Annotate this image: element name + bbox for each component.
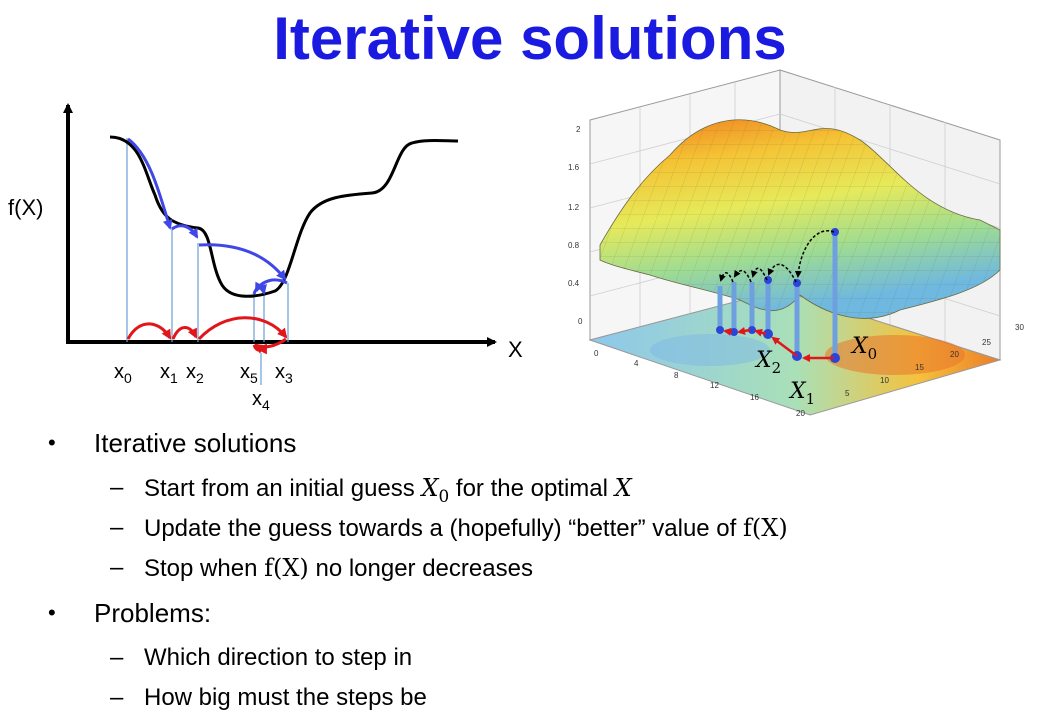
svg-text:2: 2	[576, 125, 581, 134]
curve-diagram: f(X) X x0 x1 x2 x5 x3 x4	[8, 103, 523, 413]
bullet-text: Iterative solutions	[94, 428, 297, 458]
x-point-labels: x0 x1 x2 x5 x3 x4	[114, 361, 293, 413]
sub-bullet-item: – Stop when f(X) no longer decreases	[48, 551, 1048, 591]
sub-bullet-item: – Which direction to step in	[48, 641, 1048, 681]
svg-text:0.8: 0.8	[568, 241, 580, 250]
label-x0: x0	[114, 361, 132, 386]
bullet-item: • Problems:	[48, 595, 1048, 641]
bullet-item: • Iterative solutions	[48, 425, 1048, 471]
sub-bullet-text: Start from an initial guess X0 for the o…	[144, 474, 632, 506]
svg-text:15: 15	[915, 363, 924, 372]
svg-text:12: 12	[710, 381, 719, 390]
slide-title: Iterative solutions	[273, 5, 787, 72]
x-tick-labels: 0 4 8 12 16 20	[594, 349, 805, 418]
label-x4: x4	[252, 388, 270, 413]
label-x2: x2	[186, 361, 204, 386]
svg-text:0: 0	[578, 317, 583, 326]
z-tick-labels: 2 1.6 1.2 0.8 0.4 0	[568, 125, 583, 326]
svg-text:1.6: 1.6	[568, 163, 580, 172]
bullet-text: Problems:	[94, 598, 212, 628]
descent-arrows	[127, 137, 288, 295]
surface-arcs	[719, 230, 835, 283]
surface-plot: 2 1.6 1.2 0.8 0.4 0 30 25 20 15 10 5 0 4…	[568, 69, 1024, 418]
svg-text:0.4: 0.4	[568, 279, 580, 288]
function-curve	[109, 135, 459, 298]
iteration-stems	[717, 232, 838, 358]
y-tick-labels: 30 25 20 15 10 5	[845, 323, 1024, 398]
label-x3: x3	[275, 361, 293, 386]
sub-bullet-item: – Start from an initial guess X0 for the…	[48, 471, 1048, 511]
label-x5: x5	[240, 361, 258, 386]
step-arrows	[126, 316, 288, 355]
svg-text:4: 4	[634, 359, 639, 368]
sub-bullet-text: Update the guess towards a (hopefully) “…	[144, 514, 788, 542]
bullet-dot: •	[48, 430, 56, 455]
sub-bullet-item: – How big must the steps be	[48, 681, 1048, 721]
sub-bullet-text: Which direction to step in	[144, 644, 413, 671]
bullet-list: • Iterative solutions – Start from an in…	[48, 425, 1048, 721]
sub-bullet-item: – Update the guess towards a (hopefully)…	[48, 511, 1048, 551]
svg-text:8: 8	[674, 371, 679, 380]
svg-text:16: 16	[750, 393, 759, 402]
svg-text:10: 10	[880, 376, 889, 385]
svg-text:20: 20	[950, 350, 959, 359]
bullet-dot: •	[48, 600, 56, 625]
svg-text:5: 5	[845, 389, 850, 398]
x-axis-label: X	[508, 337, 523, 362]
svg-text:30: 30	[1015, 323, 1024, 332]
svg-text:1.2: 1.2	[568, 203, 580, 212]
floor-step-arrows	[723, 326, 834, 362]
svg-text:0: 0	[594, 349, 599, 358]
svg-text:20: 20	[796, 409, 805, 418]
y-axis-label: f(X)	[8, 195, 43, 220]
label-x1: x1	[160, 361, 178, 386]
svg-text:25: 25	[982, 338, 991, 347]
sub-bullet-text: How big must the steps be	[144, 684, 427, 711]
sub-bullet-text: Stop when f(X) no longer decreases	[144, 554, 533, 582]
